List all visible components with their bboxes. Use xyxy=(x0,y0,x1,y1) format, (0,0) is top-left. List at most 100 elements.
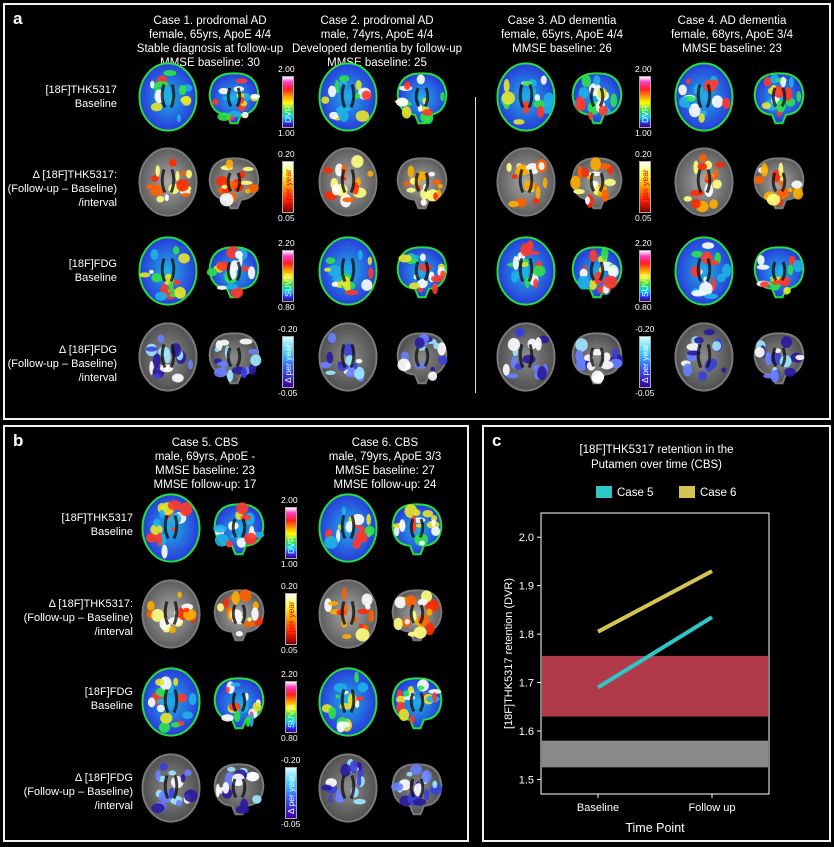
row-label-a-1: [18F]THK5317 Baseline xyxy=(45,83,117,111)
brain-coronal-case4-row4 xyxy=(753,332,805,385)
brain-axial-case6-row2 xyxy=(318,579,378,649)
case-header-6-line4: MMSE follow-up: 24 xyxy=(333,479,437,491)
colorbar-b-row3-bar xyxy=(285,681,297,733)
row-label-a-4-line1: Δ [18F]FDG xyxy=(58,344,117,356)
brain-coronal-case6-row2 xyxy=(391,589,443,642)
brain-coronal-case2-row2 xyxy=(396,157,448,210)
case-header-6-line2: male, 79yrs, ApoE 3/3 xyxy=(328,451,442,463)
colorbar-b-row2-max-label: 0.20 xyxy=(281,581,298,591)
colorbar-a-left-row4-bar xyxy=(282,336,294,388)
case-header-5: Case 5. CBS male, 69yrs, ApoE - MMSE basel… xyxy=(154,436,257,492)
colorbar-a-left-row3-bar xyxy=(282,250,294,302)
brain-axial-case5-row3 xyxy=(141,667,201,737)
row-label-a-1-line2: Baseline xyxy=(74,98,117,110)
row-label-b-4-line3: /interval xyxy=(94,800,133,812)
brain-coronal-case4-row3 xyxy=(753,246,805,299)
colorbar-a-left-row1-unit-label: DVR xyxy=(283,105,293,123)
colorbar-a-right-row1-min-label: 1.00 xyxy=(635,128,652,138)
brain-axial-case1-row2 xyxy=(138,147,198,217)
legend-swatch-1 xyxy=(596,486,612,498)
brain-axial-case3-row1 xyxy=(496,62,556,132)
chart-title: [18F]THK5317 retention in the Putamen ov… xyxy=(484,443,829,473)
retention-chart: 1.5 1.6 1.7 1.8 1.9 2.0 Baseline Follow up Case … xyxy=(503,486,770,835)
case-header-1: Case 1. prodromal AD female, 65yrs, ApoE … xyxy=(137,14,283,70)
colorbar-a-left-row4-min-label: -0.05 xyxy=(278,388,298,398)
row-label-b-3-line2: Baseline xyxy=(90,700,133,712)
y-tick-label-4: 1.9 xyxy=(519,581,534,593)
brain-coronal-case3-row3 xyxy=(571,246,623,299)
case-header-3-title: Case 3. AD dementia xyxy=(507,15,617,27)
panel-a: a Case 1. prodromal AD female, 65yrs, Apo… xyxy=(3,3,831,420)
case-header-1-line2: female, 65yrs, ApoE 4/4 xyxy=(148,29,272,41)
reference-band-1 xyxy=(542,655,768,717)
brain-coronal-case4-row2 xyxy=(753,157,805,210)
panel-label-a: a xyxy=(13,9,23,28)
colorbar-a-right-row1-max-label: 2.00 xyxy=(635,64,652,74)
colorbar-a-right-row2-bar xyxy=(639,161,651,213)
row-label-b-2-line2: (Follow-up – Baseline) xyxy=(23,612,133,624)
row-label-b-4-line2: (Follow-up – Baseline) xyxy=(23,786,133,798)
row-label-b-2: Δ [18F]THK5317: (Follow-up – Baseline) /in… xyxy=(24,597,133,639)
colorbar-a-right-row3-unit-label: SUVR xyxy=(640,273,650,297)
colorbar-a-left-row4-max-label: -0.20 xyxy=(278,324,298,334)
case-header-2-line2: male, 74yrs, ApoE 4/4 xyxy=(320,29,434,41)
case-header-3-line3: MMSE baseline: 26 xyxy=(512,43,612,55)
y-tick-label-2: 1.7 xyxy=(519,678,534,690)
series-line-2 xyxy=(597,569,713,634)
row-label-b-3-line1: [18F]FDG xyxy=(84,686,133,698)
x-tick-label-1: Follow up xyxy=(688,802,735,814)
case-divider xyxy=(475,97,476,393)
colorbar-a-right-row3-max-label: 2.20 xyxy=(635,238,652,248)
y-tick-label-1: 1.6 xyxy=(519,726,534,738)
case-header-6-title: Case 6. CBS xyxy=(351,437,419,449)
panel-label-b: b xyxy=(13,431,24,450)
y-tick-label-0: 1.5 xyxy=(519,774,534,786)
colorbar-a-right-row3-bar xyxy=(639,250,651,302)
brain-axial-case3-row4 xyxy=(496,322,556,392)
brain-coronal-case1-row4 xyxy=(208,332,262,385)
case-header-4-title: Case 4. AD dementia xyxy=(677,15,787,27)
case-header-5-line4: MMSE follow-up: 17 xyxy=(153,479,257,491)
brain-axial-case6-row3 xyxy=(318,667,378,737)
colorbar-b-row1-max-label: 2.00 xyxy=(281,495,298,505)
colorbar-a-left-row1-min-label: 1.00 xyxy=(278,128,295,138)
brain-coronal-case5-row3 xyxy=(213,677,265,730)
brain-coronal-case2-row4 xyxy=(396,332,448,385)
colorbar-a-right-row1-unit-label: DVR xyxy=(640,105,650,123)
brain-axial-case6-row4 xyxy=(318,753,378,823)
colorbar-b-row4-max-label: -0.20 xyxy=(281,755,301,765)
case-header-3: Case 3. AD dementia female, 65yrs, ApoE 4… xyxy=(501,14,623,56)
row-label-a-3-line2: Baseline xyxy=(74,272,117,284)
row-label-a-2-line3: /interval xyxy=(78,197,117,209)
case-header-2-title: Case 2. prodromal AD xyxy=(320,15,434,27)
brain-axial-case1-row4 xyxy=(138,322,198,392)
case-header-4-line2: female, 68yrs, ApoE 3/4 xyxy=(670,29,794,41)
row-label-a-2-line1: Δ [18F]THK5317: xyxy=(32,169,117,181)
colorbar-a-right-row1-bar xyxy=(639,76,651,128)
brain-axial-case5-row2 xyxy=(141,579,201,649)
colorbar-b-row1-bar xyxy=(285,507,297,559)
colorbar-b-row4-unit-label: Δ per year xyxy=(286,775,296,814)
brain-axial-case2-row2 xyxy=(318,147,378,217)
brain-coronal-case1-row2 xyxy=(208,157,260,210)
reference-band-2 xyxy=(542,740,768,768)
colorbar-a-right-row2-min-label: 0.05 xyxy=(635,213,652,223)
colorbar-b-row2-bar xyxy=(285,593,297,645)
brain-axial-case4-row2 xyxy=(674,147,734,217)
case-header-6-line3: MMSE baseline: 27 xyxy=(335,465,435,477)
colorbar-b-row4-bar xyxy=(285,767,297,819)
brain-coronal-case2-row3 xyxy=(396,246,448,299)
colorbar-a-right-row4-max-label: -0.20 xyxy=(635,324,655,334)
panel-label-c: c xyxy=(492,431,502,450)
row-label-b-1: [18F]THK5317 Baseline xyxy=(61,511,133,539)
brain-axial-case1-row1 xyxy=(138,62,198,132)
colorbar-a-right-row3-min-label: 0.80 xyxy=(635,302,652,312)
colorbar-a-left-row3-max-label: 2.20 xyxy=(278,238,295,248)
row-label-a-4-line3: /interval xyxy=(78,372,117,384)
colorbar-a-right-row4-bar xyxy=(639,336,651,388)
colorbar-b-row1-min-label: 1.00 xyxy=(281,559,298,569)
brain-coronal-case3-row4 xyxy=(571,332,624,385)
row-label-b-1-line2: Baseline xyxy=(90,526,133,538)
colorbar-a-right-row4-min-label: -0.05 xyxy=(635,388,655,398)
colorbar-b-row1-unit-label: DVR xyxy=(286,536,296,554)
